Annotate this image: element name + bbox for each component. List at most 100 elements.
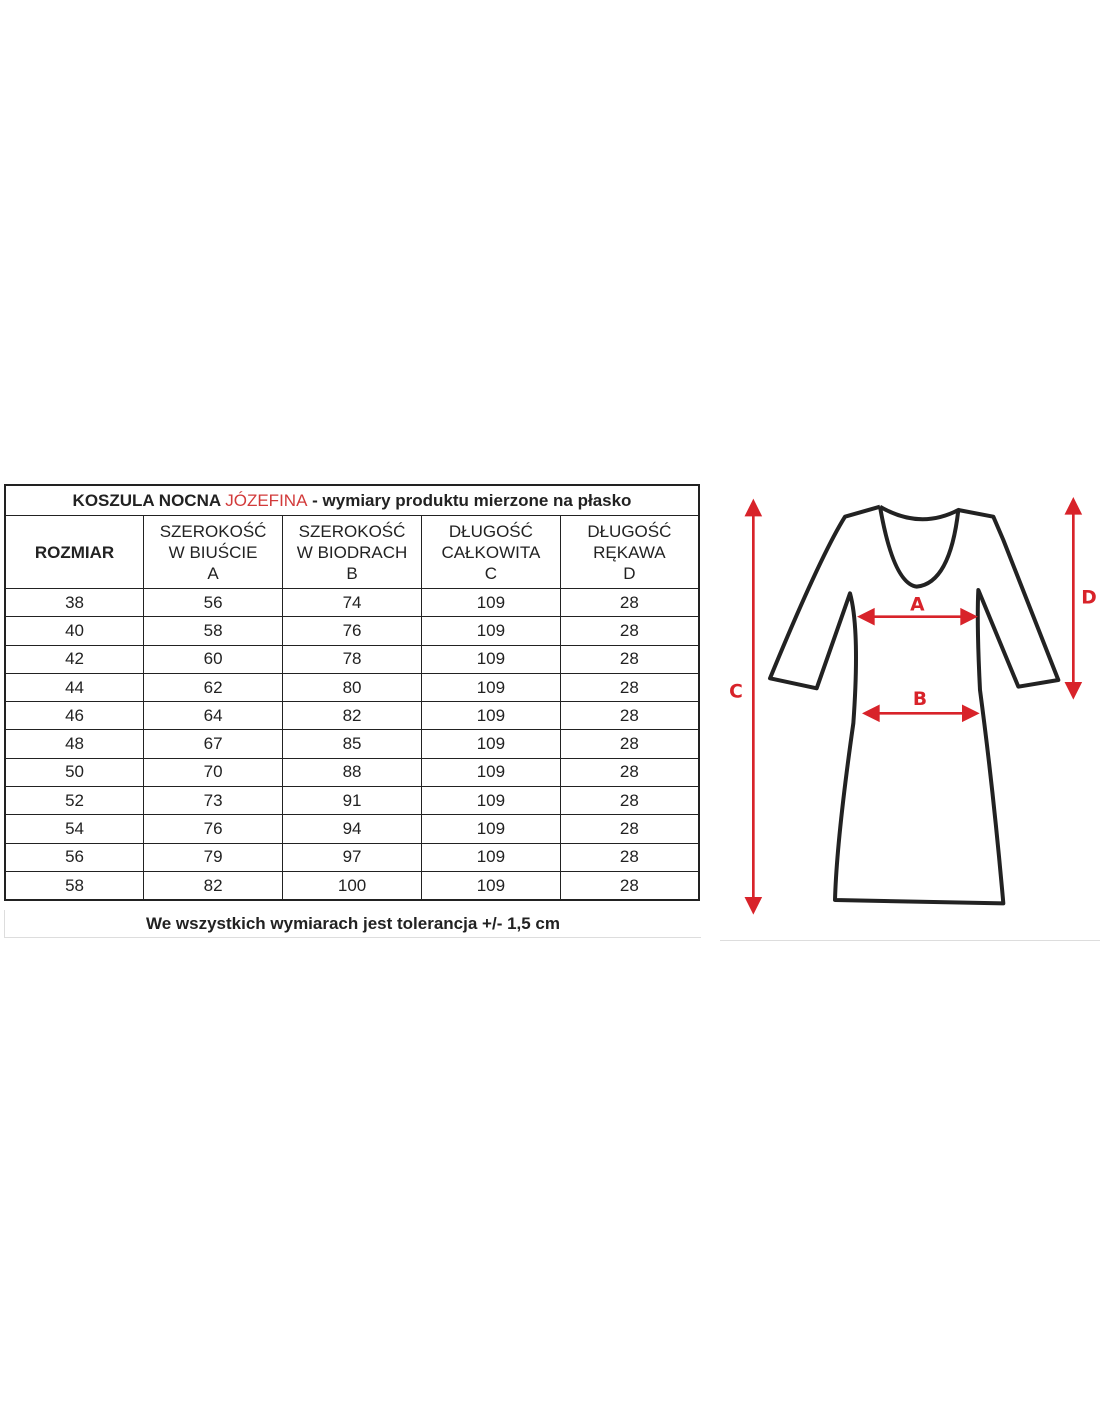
column-header: ROZMIAR bbox=[4, 515, 145, 589]
header-line: DŁUGOŚĆ bbox=[448, 521, 533, 541]
table-cell: 28 bbox=[559, 757, 700, 788]
table-cell: 28 bbox=[559, 672, 700, 703]
table-cell: 60 bbox=[143, 644, 284, 674]
arrow-c-head-top bbox=[744, 498, 763, 517]
table-title: KOSZULA NOCNA JÓZEFINA - wymiary produkt… bbox=[4, 484, 700, 516]
label-d: D bbox=[1081, 587, 1097, 608]
size-table: KOSZULA NOCNA JÓZEFINA - wymiary produkt… bbox=[4, 484, 700, 902]
table-cell: 73 bbox=[143, 786, 284, 816]
table-cell: 109 bbox=[421, 644, 561, 674]
table-row: 46 64 82 109 28 bbox=[4, 701, 700, 731]
table-cell: 28 bbox=[559, 729, 700, 759]
column-header: DŁUGOŚĆ CAŁKOWITA C bbox=[421, 515, 561, 589]
neckline bbox=[878, 504, 961, 589]
table-cell: 62 bbox=[143, 672, 284, 703]
table-cell: 78 bbox=[282, 644, 423, 674]
table-cell: 109 bbox=[421, 842, 561, 872]
table-cell: 91 bbox=[282, 786, 423, 816]
table-cell: 40 bbox=[4, 616, 145, 646]
arrow-c-head-bottom bbox=[744, 897, 763, 915]
header-row: ROZMIAR SZEROKOŚĆ W BIUŚCIE A SZEROKOŚĆ W BIO… bbox=[4, 515, 700, 589]
table-row: 52 73 91 109 28 bbox=[4, 786, 700, 816]
table-cell: 56 bbox=[4, 842, 145, 872]
dress-diagram: A B C D bbox=[720, 490, 1100, 941]
table-cell: 28 bbox=[559, 701, 700, 731]
title-prefix: KOSZULA NOCNA bbox=[72, 490, 221, 510]
table-cell: 109 bbox=[421, 870, 561, 901]
header-line: CAŁKOWITA bbox=[441, 542, 541, 562]
dress-outline bbox=[768, 504, 1061, 906]
table-cell: 79 bbox=[143, 842, 284, 872]
table-cell: 46 bbox=[4, 701, 145, 731]
table-row: 50 70 88 109 28 bbox=[4, 757, 700, 788]
table-cell: 109 bbox=[421, 729, 561, 759]
table-row: 42 60 78 109 28 bbox=[4, 644, 700, 674]
column-header: DŁUGOŚĆ RĘKAWA D bbox=[559, 515, 700, 589]
header-line: RĘKAWA bbox=[593, 542, 666, 562]
column-header: SZEROKOŚĆ W BIODRACH B bbox=[282, 515, 423, 589]
table-cell: 82 bbox=[143, 870, 284, 901]
table-cell: 50 bbox=[4, 757, 145, 788]
table-row: 54 76 94 109 28 bbox=[4, 814, 700, 844]
column-header: SZEROKOŚĆ W BIUŚCIE A bbox=[143, 515, 284, 589]
label-b: B bbox=[913, 689, 927, 710]
table-cell: 52 bbox=[4, 786, 145, 816]
table-cell: 56 bbox=[143, 587, 284, 618]
table-cell: 54 bbox=[4, 814, 145, 844]
header-line: ROZMIAR bbox=[34, 542, 115, 562]
product-name: JÓZEFINA bbox=[225, 490, 308, 510]
title-row: KOSZULA NOCNA JÓZEFINA - wymiary produkt… bbox=[4, 484, 700, 516]
table-cell: 28 bbox=[559, 786, 700, 816]
header-line: C bbox=[484, 563, 498, 583]
table-cell: 28 bbox=[559, 587, 700, 618]
table-cell: 28 bbox=[559, 814, 700, 844]
arrow-d-head-top bbox=[1064, 497, 1083, 515]
table-body: 38 56 74 109 28 40 58 76 109 28 42 60 78 109 28 44 62 80 1… bbox=[4, 587, 700, 901]
table-cell: 67 bbox=[143, 729, 284, 759]
tolerance-note: We wszystkich wymiarach jest tolerancja … bbox=[4, 910, 701, 938]
table-cell: 76 bbox=[282, 616, 423, 646]
table-cell: 38 bbox=[4, 587, 145, 618]
table-row: 48 67 85 109 28 bbox=[4, 729, 700, 759]
table-cell: 70 bbox=[143, 757, 284, 788]
header-line: W BIUŚCIE bbox=[168, 542, 258, 562]
header-line: SZEROKOŚĆ bbox=[159, 521, 267, 541]
table-cell: 109 bbox=[421, 587, 561, 618]
table-cell: 100 bbox=[282, 870, 423, 901]
header-line: W BIODRACH bbox=[296, 542, 408, 562]
table-cell: 28 bbox=[559, 870, 700, 901]
title-suffix: - wymiary produktu mierzone na płasko bbox=[312, 490, 632, 510]
table-cell: 28 bbox=[559, 644, 700, 674]
arrow-b-head-right bbox=[962, 704, 980, 723]
arrow-a-head-left bbox=[857, 607, 875, 626]
table-row: 58 82 100 109 28 bbox=[4, 870, 700, 901]
table-cell: 64 bbox=[143, 701, 284, 731]
table-cell: 85 bbox=[282, 729, 423, 759]
table-cell: 28 bbox=[559, 842, 700, 872]
table-cell: 48 bbox=[4, 729, 145, 759]
table-cell: 42 bbox=[4, 644, 145, 674]
header-line: DŁUGOŚĆ bbox=[587, 521, 672, 541]
table-cell: 80 bbox=[282, 672, 423, 703]
table-cell: 76 bbox=[143, 814, 284, 844]
table-cell: 28 bbox=[559, 616, 700, 646]
table-cell: 109 bbox=[421, 672, 561, 703]
table-cell: 74 bbox=[282, 587, 423, 618]
arrow-a-head-right bbox=[960, 607, 978, 626]
arrow-b-head-left bbox=[862, 704, 880, 723]
table-cell: 58 bbox=[4, 870, 145, 901]
table-cell: 94 bbox=[282, 814, 423, 844]
table-row: 44 62 80 109 28 bbox=[4, 672, 700, 703]
table-cell: 88 bbox=[282, 757, 423, 788]
table-row: 40 58 76 109 28 bbox=[4, 616, 700, 646]
arrow-d-head-bottom bbox=[1064, 682, 1083, 700]
header-line: A bbox=[207, 563, 219, 583]
table-cell: 82 bbox=[282, 701, 423, 731]
header-line: B bbox=[346, 563, 358, 583]
table-row: 38 56 74 109 28 bbox=[4, 587, 700, 618]
table-row: 56 79 97 109 28 bbox=[4, 842, 700, 872]
table-cell: 44 bbox=[4, 672, 145, 703]
label-c: C bbox=[729, 681, 743, 702]
table-cell: 109 bbox=[421, 757, 561, 788]
